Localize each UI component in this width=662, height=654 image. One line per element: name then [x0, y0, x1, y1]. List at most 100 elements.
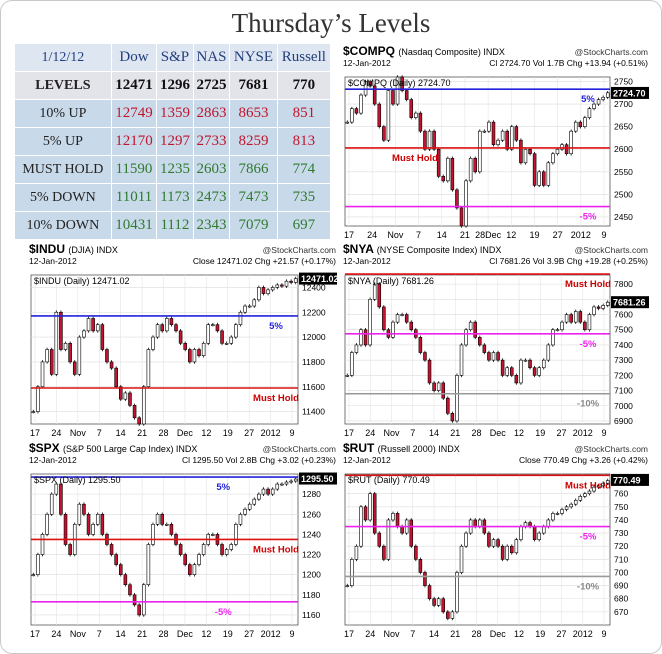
candle-body — [514, 539, 519, 554]
last-price-label: 1295.50 — [301, 474, 334, 484]
candle-body — [464, 180, 468, 227]
x-tick-label: 2012 — [261, 428, 281, 438]
candle-body — [450, 413, 455, 422]
table-cell: 7473 — [229, 183, 278, 212]
x-tick-label: 28Dec — [475, 230, 502, 240]
candle-body — [395, 314, 400, 323]
table-cell: 12170 — [110, 127, 158, 156]
candle-body — [350, 352, 354, 376]
table-cell: 10431 — [110, 211, 158, 240]
table-date-cell: 1/12/12 — [14, 43, 112, 72]
page-title: Thursday’s Levels — [231, 8, 431, 38]
x-tick-label: 9 — [601, 428, 606, 438]
candle-body — [546, 162, 551, 186]
y-tick-label: 690 — [614, 581, 628, 591]
last-price-tag — [611, 473, 649, 486]
candle-body — [473, 321, 477, 338]
candle-body — [436, 598, 441, 606]
candle-body — [146, 544, 151, 586]
x-tick-label: 14 — [116, 428, 126, 438]
candle-body — [569, 130, 573, 155]
x-tick-label: 19 — [223, 629, 233, 639]
level-label: -10% — [577, 399, 600, 410]
table-header-cell: Dow — [110, 43, 158, 72]
candle-body — [551, 153, 555, 164]
last-price-label: 7681.26 — [613, 298, 646, 308]
table-cell: 2733 — [192, 127, 231, 156]
level-label: Must Hold — [253, 544, 299, 555]
candle-body — [592, 486, 596, 492]
x-tick-label: 24 — [367, 230, 377, 240]
x-tick-label: 2012 — [573, 428, 593, 438]
candle-body — [564, 314, 569, 323]
candle-body — [36, 386, 40, 412]
candle-body — [400, 76, 404, 91]
row-label: 5% UP — [14, 127, 112, 156]
table-cell: 11011 — [110, 183, 158, 212]
candle-body — [137, 417, 141, 425]
candle-body — [427, 585, 432, 600]
candle-body — [257, 493, 261, 500]
table-cell: 770 — [276, 71, 332, 100]
x-tick-label: 7 — [97, 428, 102, 438]
candle-body — [45, 513, 49, 535]
table-cell: 7681 — [229, 71, 278, 100]
compq-chart: $COMPQ (Nasdaq Composite) INDX @StockChar… — [342, 44, 650, 240]
table-cell: 2473 — [192, 183, 231, 212]
candle-body — [468, 157, 473, 182]
candle-body — [436, 382, 441, 391]
table-header-cell: NAS — [192, 43, 231, 72]
table-cell: 8653 — [229, 99, 278, 128]
nya-chart: $NYA (NYSE Composite Index) INDX @StockCh… — [342, 242, 650, 438]
candle-body — [109, 544, 114, 555]
candle-body — [578, 121, 583, 127]
y-tick-label: 11600 — [302, 382, 325, 392]
candle-body — [183, 554, 187, 565]
candle-body — [592, 103, 596, 109]
chart-name: (S&P 500 Large Cap Index) INDX — [63, 444, 197, 454]
candle-body — [601, 305, 605, 309]
x-tick-label: 12 — [514, 428, 524, 438]
x-tick-label: 28 — [471, 428, 481, 438]
candle-body — [468, 321, 473, 331]
candle-body — [491, 539, 496, 547]
candle-body — [368, 81, 372, 87]
candle-body — [151, 524, 155, 545]
candle-body — [436, 148, 441, 177]
chart-name: (Nasdaq Composite) INDX — [398, 47, 505, 57]
candle-body — [578, 311, 583, 323]
candle-body — [427, 359, 432, 384]
candle-body — [382, 126, 386, 141]
x-tick-label: 14 — [429, 428, 439, 438]
table-row: LEVELS 12471 1296 2725 7681 770 — [14, 71, 332, 100]
candle-body — [165, 524, 169, 526]
row-label: 10% DOWN — [14, 211, 112, 240]
candle-body — [234, 324, 238, 338]
x-tick-label: 28 — [471, 629, 481, 639]
candle-body — [459, 545, 464, 573]
chart-legend: $RUT (Daily) 770.49 — [348, 475, 430, 485]
x-tick-label: 19 — [535, 629, 545, 639]
candle-body — [596, 306, 601, 309]
y-tick-label: 750 — [614, 502, 628, 512]
table-cell: 12749 — [110, 99, 158, 128]
x-tick-label: Nov — [387, 230, 404, 240]
candle-body — [377, 532, 382, 547]
candle-body — [596, 99, 601, 105]
x-tick-label: 12 — [514, 629, 524, 639]
candle-body — [587, 314, 592, 331]
candle-body — [261, 488, 266, 495]
candle-body — [459, 344, 464, 376]
candle-body — [519, 526, 523, 540]
level-label: -5% — [580, 212, 597, 223]
x-tick-label: 9 — [601, 230, 606, 240]
spx-chart: $SPX (S&P 500 Large Cap Index) INDX @Stoc… — [28, 441, 338, 639]
candle-body — [243, 305, 247, 313]
y-tick-label: 730 — [614, 528, 628, 538]
candle-body — [165, 318, 169, 332]
x-tick-label: 28 — [158, 428, 168, 438]
x-tick-label: 12 — [201, 629, 211, 639]
candle-body — [109, 361, 114, 369]
candle-body — [118, 564, 123, 575]
chart-stats: Cl 1295.50 Vol 2.8B Chg +3.02 (+0.23%) — [182, 455, 336, 465]
